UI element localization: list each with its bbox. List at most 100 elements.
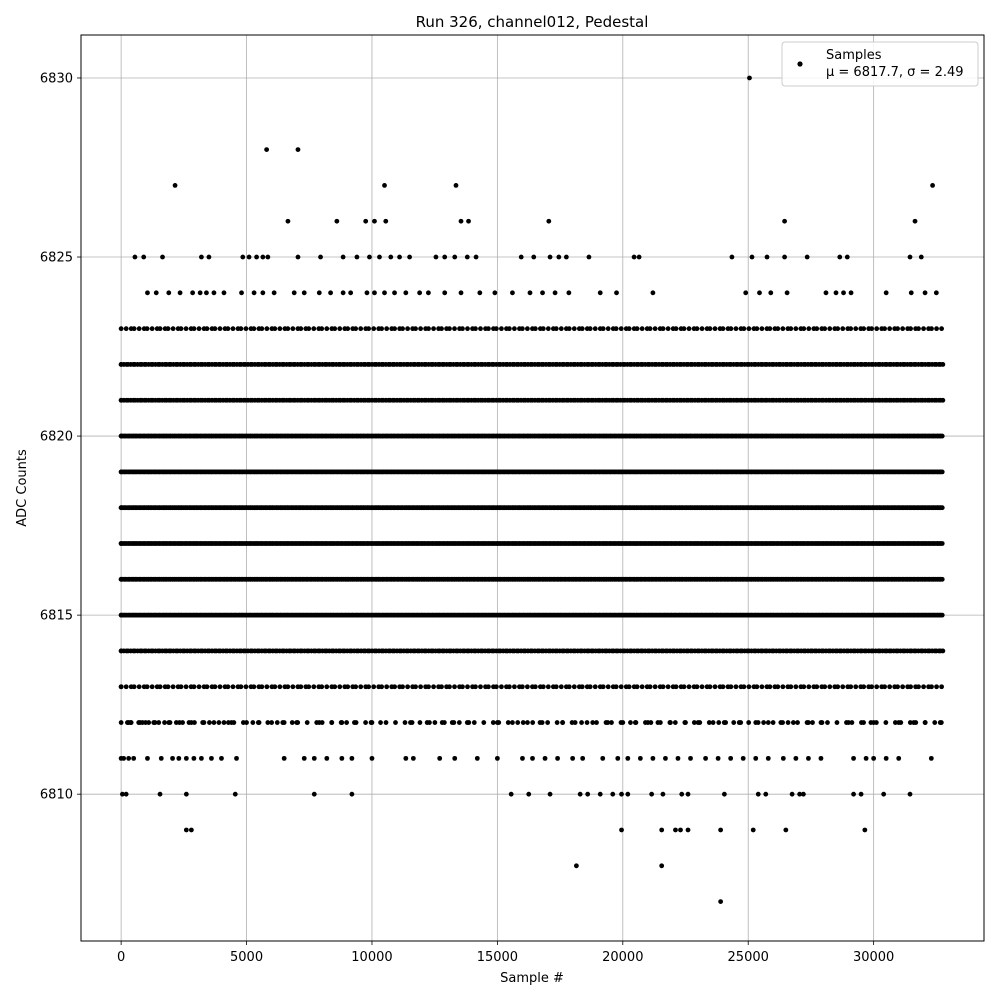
- data-point: [183, 684, 189, 690]
- data-point: [932, 720, 938, 725]
- data-point: [306, 684, 312, 690]
- data-point: [900, 684, 906, 690]
- data-point: [728, 684, 734, 690]
- data-point: [686, 684, 692, 690]
- data-point: [672, 720, 678, 725]
- data-point: [473, 684, 478, 690]
- data-point: [759, 684, 765, 690]
- data-point: [939, 684, 944, 690]
- data-point: [848, 684, 854, 690]
- data-point: [741, 684, 747, 690]
- data-point: [524, 684, 530, 690]
- data-point: [332, 684, 338, 690]
- data-point: [426, 684, 431, 690]
- data-point: [144, 684, 150, 690]
- data-point: [418, 684, 423, 690]
- data-point: [545, 720, 551, 725]
- data-point: [720, 684, 726, 690]
- data-point: [579, 720, 584, 725]
- data-point: [916, 684, 921, 690]
- data-point: [706, 720, 712, 725]
- data-point: [892, 720, 898, 725]
- data-point: [584, 720, 590, 725]
- data-point: [285, 684, 291, 690]
- data-point: [647, 684, 653, 690]
- data-point: [579, 684, 585, 690]
- data-point: [136, 684, 142, 690]
- data-point: [840, 684, 846, 690]
- chart-title: Run 326, channel012, Pedestal: [416, 13, 649, 31]
- data-point: [634, 684, 640, 690]
- data-point: [157, 326, 163, 332]
- data-point: [699, 684, 705, 690]
- data-point: [191, 684, 197, 690]
- data-point: [452, 684, 457, 690]
- data-point: [939, 469, 945, 475]
- data-point: [250, 720, 256, 725]
- data-point: [272, 684, 278, 690]
- data-point: [230, 684, 236, 690]
- data-point: [149, 326, 155, 332]
- data-point: [571, 684, 577, 690]
- data-point: [157, 684, 163, 690]
- data-point: [887, 684, 893, 690]
- data-point: [478, 684, 483, 690]
- data-point: [716, 720, 722, 725]
- data-point: [681, 684, 687, 690]
- data-point: [413, 684, 418, 690]
- data-point: [691, 720, 697, 725]
- data-point: [882, 684, 888, 690]
- data-point: [212, 684, 218, 690]
- data-point: [834, 720, 840, 725]
- data-point: [613, 684, 619, 690]
- data-point: [761, 720, 767, 725]
- data-point: [499, 684, 504, 690]
- data-point: [405, 684, 411, 690]
- data-point: [939, 576, 945, 582]
- data-point: [216, 720, 222, 725]
- data-point: [264, 684, 270, 690]
- data-point: [921, 684, 926, 690]
- data-point: [400, 684, 405, 690]
- data-point: [558, 684, 564, 690]
- data-point: [144, 326, 150, 332]
- data-point: [746, 720, 752, 725]
- data-point: [939, 612, 945, 618]
- data-point: [123, 326, 129, 332]
- data-point: [493, 684, 499, 690]
- data-point: [939, 541, 945, 546]
- data-point: [204, 684, 210, 690]
- data-point: [384, 684, 390, 690]
- data-point: [600, 684, 606, 690]
- data-point: [439, 684, 444, 690]
- data-point: [566, 684, 572, 690]
- data-point: [136, 326, 142, 332]
- data-point: [940, 648, 946, 654]
- data-point: [490, 720, 496, 725]
- data-point: [358, 684, 364, 690]
- data-point: [379, 684, 385, 690]
- data-point: [460, 684, 465, 690]
- data-point: [277, 684, 283, 690]
- data-point: [940, 397, 946, 403]
- data-point: [733, 684, 739, 690]
- data-point: [939, 505, 945, 511]
- data-point: [363, 720, 368, 725]
- data-point: [371, 684, 377, 690]
- data-point: [131, 684, 137, 690]
- data-point: [238, 684, 244, 690]
- data-point: [780, 684, 786, 690]
- data-point: [402, 720, 408, 725]
- data-point: [243, 684, 249, 690]
- data-points: [118, 75, 946, 905]
- data-point: [304, 720, 310, 725]
- data-point: [515, 720, 521, 725]
- data-point: [883, 720, 889, 725]
- data-point: [337, 684, 343, 690]
- data-point: [707, 684, 713, 690]
- data-point: [861, 684, 867, 690]
- data-point: [731, 720, 737, 725]
- data-point: [432, 720, 438, 725]
- data-point: [908, 684, 913, 690]
- data-point: [825, 720, 830, 725]
